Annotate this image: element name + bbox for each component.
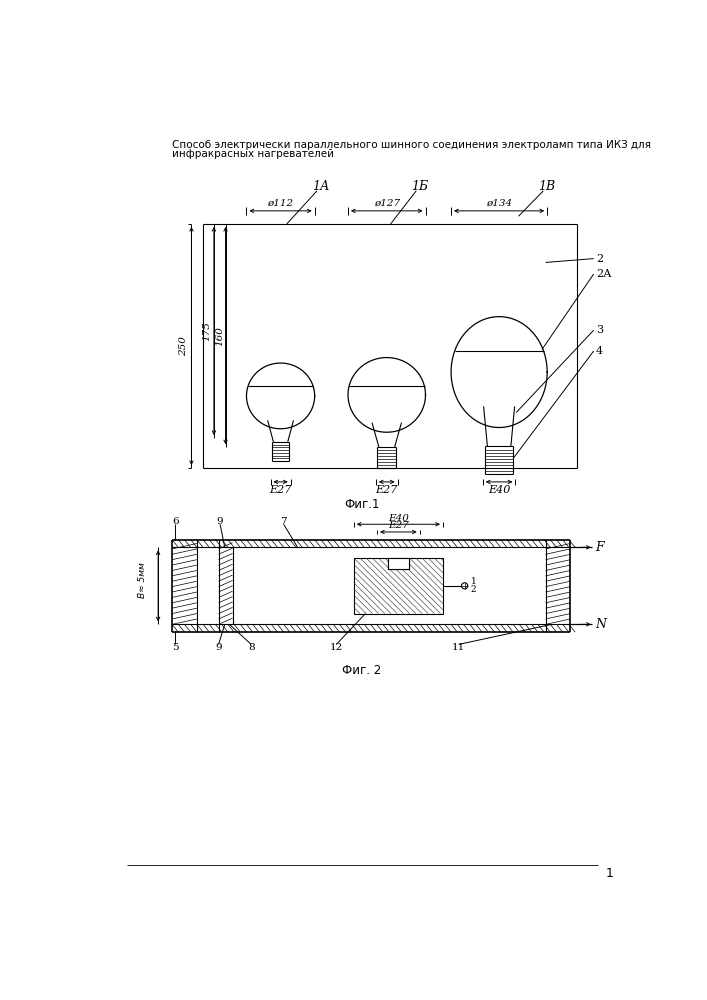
Text: 250: 250 xyxy=(179,336,187,356)
Text: 6: 6 xyxy=(172,517,178,526)
Text: F: F xyxy=(595,541,604,554)
Text: 7: 7 xyxy=(281,517,287,526)
Text: Способ электрически параллельного шинного соединения электроламп типа ИКЗ для: Способ электрически параллельного шинног… xyxy=(172,140,651,150)
Text: 12: 12 xyxy=(329,643,343,652)
Text: 11: 11 xyxy=(452,643,465,652)
Text: N: N xyxy=(595,618,606,631)
Text: 2: 2 xyxy=(596,254,603,264)
Text: E40: E40 xyxy=(388,514,409,523)
Text: Фиг.1: Фиг.1 xyxy=(344,498,380,512)
Text: 9: 9 xyxy=(217,517,223,526)
Text: Фиг. 2: Фиг. 2 xyxy=(342,664,382,677)
Text: 1: 1 xyxy=(605,867,613,880)
Text: ø134: ø134 xyxy=(486,199,512,208)
Text: E27: E27 xyxy=(388,521,409,530)
Text: ø112: ø112 xyxy=(267,199,293,208)
Text: 3: 3 xyxy=(596,325,603,335)
Text: 4: 4 xyxy=(596,346,603,356)
Text: 2А: 2А xyxy=(596,269,612,279)
Text: инфракрасных нагревателей: инфракрасных нагревателей xyxy=(172,149,334,159)
Text: E27: E27 xyxy=(269,485,292,495)
Text: 1Б: 1Б xyxy=(411,180,428,193)
Text: 8: 8 xyxy=(248,643,255,652)
Text: 1А: 1А xyxy=(312,180,329,193)
Text: 5: 5 xyxy=(172,643,178,652)
Text: 9: 9 xyxy=(215,643,222,652)
Text: 160: 160 xyxy=(215,326,224,346)
Text: 2: 2 xyxy=(471,585,477,594)
Text: ø127: ø127 xyxy=(374,199,400,208)
Text: 1: 1 xyxy=(471,578,477,586)
Text: E40: E40 xyxy=(488,485,510,495)
Text: 1В: 1В xyxy=(539,180,556,193)
Text: 175: 175 xyxy=(203,321,211,341)
Text: B≈ 5мм: B≈ 5мм xyxy=(138,562,147,598)
Bar xyxy=(387,558,409,569)
Bar xyxy=(354,558,443,614)
Text: E27: E27 xyxy=(375,485,398,495)
